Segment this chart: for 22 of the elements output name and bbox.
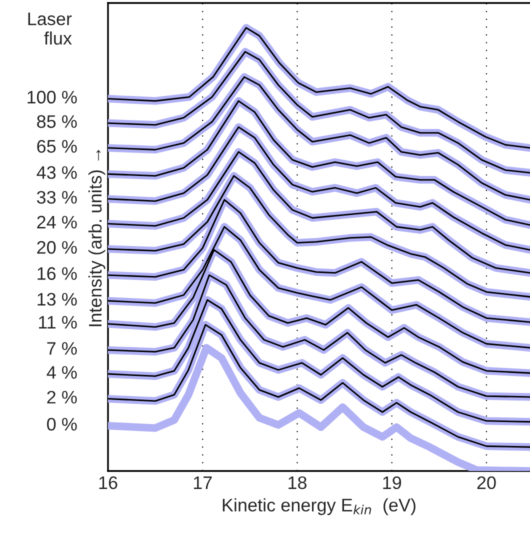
legend-title: Laser flux xyxy=(28,12,72,45)
series-label: 43 % xyxy=(36,166,77,179)
series-label: 0 % xyxy=(47,418,77,431)
series-label: 13 % xyxy=(38,292,77,306)
x-tick-label: 17 xyxy=(194,476,212,489)
series-label: 4 % xyxy=(46,366,77,379)
x-tick-label: 16 xyxy=(99,476,118,490)
series-label: 20 % xyxy=(37,241,77,254)
series-label: 85 % xyxy=(37,115,77,128)
series-label: 65 % xyxy=(37,140,77,153)
x-tick-label: 20 xyxy=(477,476,496,490)
x-tick-label: 18 xyxy=(288,476,306,490)
series-label: 16 % xyxy=(38,267,77,280)
series-label: 33 % xyxy=(36,190,77,204)
series-label: 100 % xyxy=(28,90,77,104)
y-axis-title: Intensity (arb. units) → xyxy=(88,150,106,326)
series-label: 2 % xyxy=(47,390,77,404)
series-label: 7 % xyxy=(47,342,77,355)
series-label: 11 % xyxy=(39,316,77,329)
x-tick-label: 19 xyxy=(383,476,402,490)
series-label: 24 % xyxy=(37,216,77,228)
x-axis-title: Kinetic energy E$_{kin}$ (eV) xyxy=(222,498,416,516)
